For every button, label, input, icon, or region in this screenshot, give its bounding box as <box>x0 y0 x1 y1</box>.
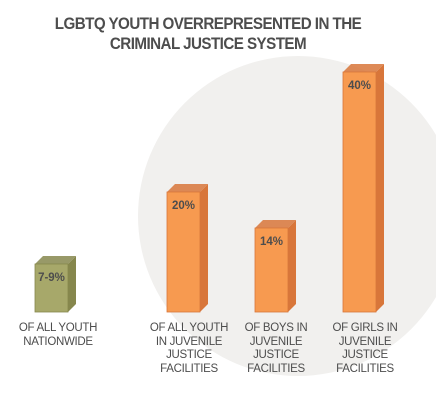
bar-top-3 <box>255 220 296 228</box>
bar-side-1 <box>68 256 76 312</box>
category-label-2: OF ALL YOUTH IN JUVENILE JUSTICE FACILITIES <box>139 322 239 376</box>
bar-3 <box>254 227 289 313</box>
category-label-2-line-2: IN JUVENILE <box>155 335 223 348</box>
bar-side-4 <box>376 64 384 312</box>
data-label-2: 20% <box>172 200 195 212</box>
category-label-4-line-1: OF GIRLS IN <box>332 322 398 334</box>
bar-side-3 <box>288 220 296 312</box>
bar-2 <box>166 191 201 313</box>
chart-title: LGBTQ YOUTH OVERREPRESENTED IN THE CRIMI… <box>24 14 392 54</box>
category-label-4: OF GIRLS IN JUVENILE JUSTICE FACILITIES <box>315 322 415 376</box>
category-label-3-line-3: JUSTICE <box>253 349 299 361</box>
category-label-3-line-4: FACILITIES <box>247 362 305 375</box>
bar-top-2 <box>167 184 208 192</box>
data-label-3: 14% <box>260 236 283 248</box>
data-label-4: 40% <box>348 80 371 92</box>
data-label-1: 7-9% <box>38 272 65 284</box>
bar-4 <box>342 71 377 313</box>
category-label-3-line-2: JUVENILE <box>249 335 303 348</box>
category-label-2-line-3: JUSTICE <box>166 349 212 361</box>
category-label-3-line-1: OF BOYS IN <box>244 322 308 334</box>
category-label-1-line-2: NATIONWIDE <box>23 335 93 348</box>
category-label-1-line-1: OF ALL YOUTH <box>18 322 98 334</box>
category-label-2-line-4: FACILITIES <box>160 362 218 375</box>
category-label-2-line-1: OF ALL YOUTH <box>149 322 229 334</box>
bar-top-4 <box>343 64 384 72</box>
bars-group: 7-9% 20% 14% 40% <box>34 64 384 313</box>
bar-1 <box>34 263 69 313</box>
chart-title-line-1: LGBTQ YOUTH OVERREPRESENTED IN THE <box>54 15 362 33</box>
category-label-1: OF ALL YOUTH NATIONWIDE <box>8 322 108 349</box>
category-label-3: OF BOYS IN JUVENILE JUSTICE FACILITIES <box>226 322 326 376</box>
category-label-4-line-2: JUVENILE <box>338 335 392 348</box>
bar-top-1 <box>35 256 76 264</box>
chart-title-line-2: CRIMINAL JUSTICE SYSTEM <box>109 35 307 53</box>
bar-side-2 <box>200 184 208 312</box>
category-label-4-line-4: FACILITIES <box>336 362 394 375</box>
category-label-4-line-3: JUSTICE <box>342 349 388 361</box>
